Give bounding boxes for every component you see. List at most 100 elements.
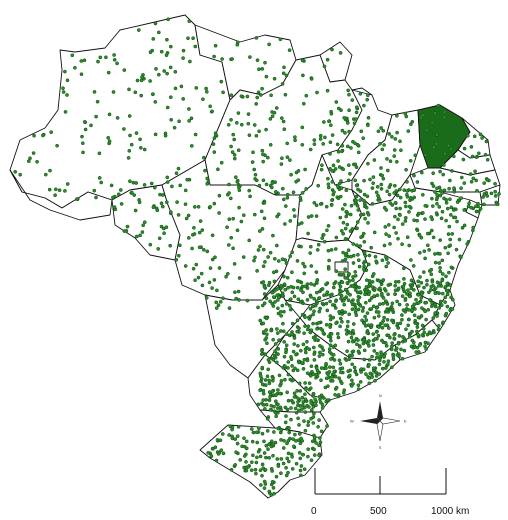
municipality-point bbox=[286, 451, 291, 456]
municipality-point bbox=[220, 432, 225, 436]
municipality-point bbox=[267, 360, 272, 365]
municipality-point bbox=[362, 266, 366, 271]
municipality-point bbox=[354, 110, 359, 115]
municipality-point bbox=[165, 37, 169, 42]
municipality-point bbox=[353, 370, 358, 374]
municipality-point bbox=[347, 92, 351, 97]
municipality-point bbox=[393, 280, 398, 284]
municipality-point bbox=[440, 258, 445, 263]
municipality-point bbox=[442, 188, 447, 193]
municipality-point bbox=[386, 292, 390, 297]
municipality-point bbox=[279, 313, 284, 318]
municipality-point bbox=[423, 217, 427, 221]
municipality-point bbox=[264, 336, 269, 340]
municipality-point bbox=[164, 200, 169, 205]
municipality-point bbox=[420, 333, 425, 337]
municipality-point bbox=[279, 116, 284, 120]
municipality-point bbox=[376, 314, 381, 318]
municipality-point bbox=[170, 184, 174, 189]
municipality-point bbox=[278, 329, 283, 333]
municipality-point bbox=[400, 222, 405, 226]
municipality-point bbox=[427, 248, 431, 252]
municipality-point bbox=[318, 400, 323, 405]
municipality-point bbox=[448, 283, 453, 287]
municipality-point bbox=[391, 310, 396, 315]
municipality-point bbox=[271, 453, 275, 458]
municipality-point bbox=[209, 454, 214, 458]
municipality-point bbox=[165, 180, 170, 184]
municipality-point bbox=[259, 209, 264, 214]
municipality-point bbox=[359, 129, 364, 134]
municipality-point bbox=[41, 133, 45, 138]
municipality-point bbox=[261, 330, 266, 334]
municipality-point bbox=[289, 284, 294, 289]
municipality-point bbox=[192, 205, 197, 209]
municipality-point bbox=[374, 306, 379, 310]
municipality-point bbox=[384, 366, 388, 370]
municipality-point bbox=[28, 156, 32, 161]
municipality-point bbox=[227, 182, 231, 187]
municipality-point bbox=[466, 204, 471, 209]
municipality-point bbox=[430, 279, 435, 284]
municipality-point bbox=[419, 170, 424, 175]
municipality-point bbox=[426, 307, 431, 312]
municipality-point bbox=[483, 152, 488, 157]
municipality-point bbox=[373, 286, 377, 291]
municipality-point bbox=[319, 429, 324, 434]
municipality-point bbox=[284, 302, 289, 306]
municipality-point bbox=[206, 450, 211, 455]
municipality-point bbox=[273, 399, 278, 404]
municipality-point bbox=[377, 362, 382, 367]
municipality-point bbox=[194, 86, 199, 90]
municipality-point bbox=[346, 163, 351, 168]
municipality-point bbox=[334, 385, 339, 390]
municipality-point bbox=[341, 272, 346, 277]
municipality-point bbox=[166, 17, 171, 22]
municipality-point bbox=[399, 347, 403, 352]
municipality-point bbox=[429, 304, 434, 309]
municipality-point bbox=[312, 138, 317, 142]
municipality-point bbox=[285, 441, 289, 446]
municipality-point bbox=[353, 288, 358, 292]
municipality-point bbox=[274, 360, 279, 365]
municipality-point bbox=[384, 264, 389, 269]
municipality-point bbox=[193, 278, 197, 283]
municipality-point bbox=[139, 93, 144, 98]
municipality-point bbox=[351, 278, 355, 282]
municipality-point bbox=[298, 389, 303, 393]
municipality-point bbox=[351, 275, 355, 279]
municipality-point bbox=[385, 302, 390, 306]
municipality-point bbox=[239, 219, 244, 224]
municipality-point bbox=[231, 216, 236, 221]
municipality-point bbox=[65, 182, 70, 186]
municipality-point bbox=[314, 214, 319, 218]
municipality-point bbox=[311, 345, 316, 350]
municipality-point bbox=[226, 243, 231, 247]
municipality-point bbox=[462, 208, 467, 212]
municipality-point bbox=[291, 190, 296, 195]
municipality-point bbox=[403, 200, 408, 205]
municipality-point bbox=[365, 311, 370, 315]
municipality-point bbox=[128, 133, 132, 138]
municipality-point bbox=[262, 479, 267, 484]
municipality-point bbox=[280, 303, 285, 308]
municipality-point bbox=[333, 247, 338, 251]
municipality-point bbox=[448, 178, 452, 183]
municipality-point bbox=[468, 172, 473, 176]
municipality-point bbox=[267, 398, 272, 403]
municipality-point bbox=[446, 251, 450, 256]
municipality-point bbox=[159, 224, 164, 229]
municipality-point bbox=[308, 147, 313, 152]
municipality-point bbox=[97, 151, 102, 156]
municipality-point bbox=[312, 283, 317, 287]
municipality-point bbox=[63, 69, 67, 74]
municipality-point bbox=[279, 379, 284, 383]
municipality-point bbox=[303, 397, 308, 402]
municipality-point bbox=[453, 215, 458, 220]
municipality-point bbox=[264, 182, 269, 187]
municipality-point bbox=[429, 267, 434, 272]
municipality-point bbox=[268, 250, 273, 255]
municipality-point bbox=[80, 134, 84, 139]
municipality-point bbox=[111, 90, 116, 94]
municipality-point bbox=[284, 343, 289, 348]
